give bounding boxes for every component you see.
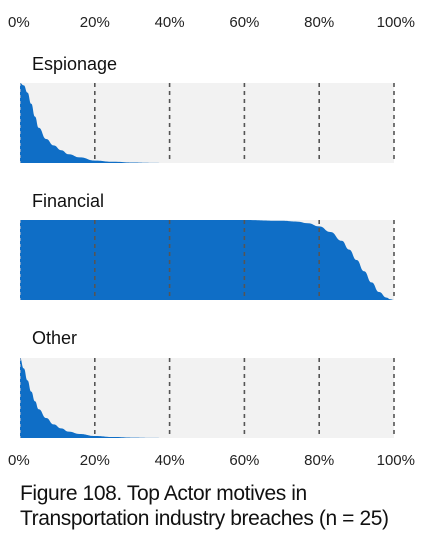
- x-tick-label-bottom: 60%: [229, 452, 259, 469]
- density-area: [20, 358, 170, 438]
- series-label: Financial: [32, 191, 104, 211]
- x-tick-label-bottom: 0%: [8, 452, 30, 469]
- plot-band-background: [20, 358, 394, 438]
- density-chart: 0% 0% 20% 20% 40% 40% 60% 60% 80% 80% 100% 100% Espi…: [8, 14, 415, 469]
- x-tick-label-top: 100%: [377, 14, 415, 31]
- density-area: [20, 220, 394, 300]
- x-tick-label-top: 60%: [229, 14, 259, 31]
- series-label: Other: [32, 328, 77, 348]
- plot-band-background: [20, 83, 394, 163]
- x-tick-label-top: 0%: [8, 14, 30, 31]
- x-tick-label-top: 40%: [155, 14, 185, 31]
- x-tick-label-bottom: 100%: [377, 452, 415, 469]
- x-tick-label-bottom: 20%: [80, 452, 110, 469]
- figure-caption: Figure 108. Top Actor motives in Transpo…: [20, 482, 389, 530]
- density-area: [20, 83, 170, 163]
- x-tick-label-top: 80%: [304, 14, 334, 31]
- x-tick-label-bottom: 80%: [304, 452, 334, 469]
- series-label: Espionage: [32, 54, 117, 74]
- x-tick-label-top: 20%: [80, 14, 110, 31]
- x-tick-label-bottom: 40%: [155, 452, 185, 469]
